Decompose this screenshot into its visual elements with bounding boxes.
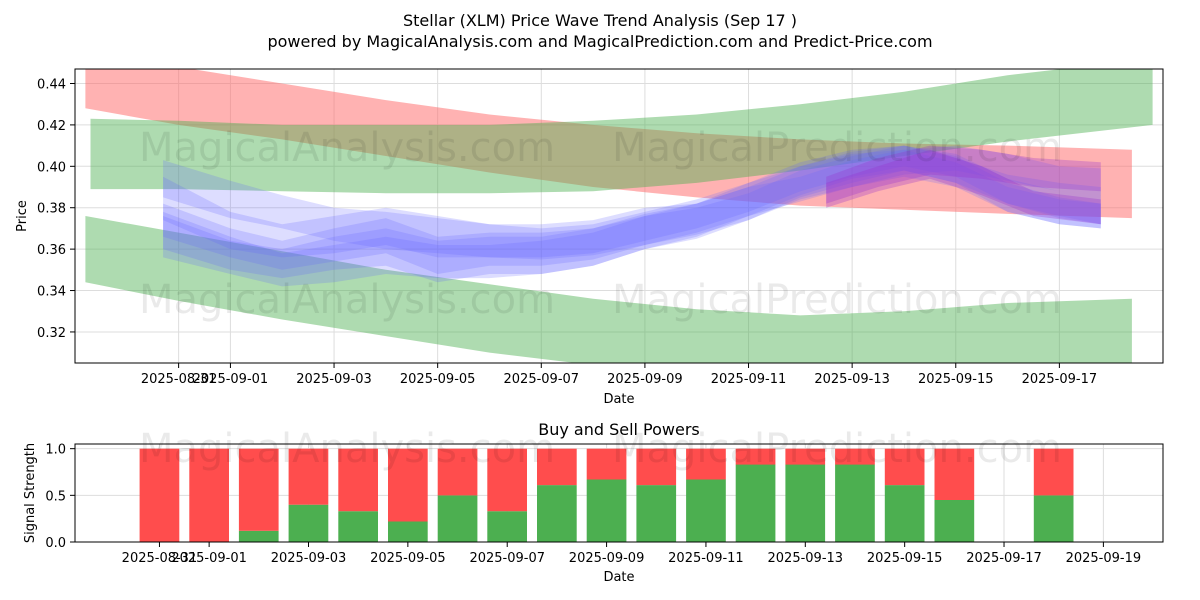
price-x-tick-label: 2025-09-07 — [504, 372, 580, 387]
signal-x-tick-label: 2025-09-15 — [867, 551, 943, 566]
signal-x-axis-label: Date — [603, 570, 634, 585]
signal-y-axis-label: Signal Strength — [23, 443, 38, 543]
sell-bar — [686, 448, 726, 480]
buy-bar — [636, 485, 677, 542]
buy-bar — [487, 511, 527, 542]
sell-bar — [189, 448, 229, 542]
buy-bar — [884, 485, 925, 542]
sell-bar — [288, 448, 329, 505]
watermark-prediction-bottom: MagicalPrediction.com — [612, 277, 1062, 323]
buy-bar — [735, 464, 776, 542]
watermark-prediction-signal: MagicalPrediction.com — [612, 426, 1062, 472]
price-x-tick-label: 2025-09-15 — [918, 372, 994, 387]
price-y-tick-label: 0.44 — [37, 77, 66, 92]
price-y-tick-label: 0.38 — [37, 202, 66, 217]
sell-bar — [388, 448, 428, 522]
blue-wave-2 — [163, 145, 1101, 274]
watermark-prediction-top: MagicalPrediction.com — [612, 125, 1062, 171]
signal-chart-title: Buy and Sell Powers — [538, 420, 700, 439]
sell-bar — [884, 448, 925, 486]
price-x-tick-label: 2025-08-31 — [141, 372, 217, 387]
signal-x-tick-label: 2025-09-03 — [271, 551, 347, 566]
price-x-tick-label: 2025-09-13 — [814, 372, 890, 387]
sell-bar — [238, 448, 279, 531]
sell-bar — [487, 448, 527, 512]
blue-wave-4 — [163, 145, 1101, 258]
buy-bar — [238, 530, 279, 542]
signal-x-tick-label: 2025-09-07 — [469, 551, 545, 566]
watermark-analysis-bottom: MagicalAnalysis.com — [139, 277, 555, 323]
signal-chart: Buy and Sell Powers MagicalAnalysis.com … — [23, 420, 1164, 585]
price-x-tick-label: 2025-09-01 — [193, 372, 269, 387]
price-chart: MagicalAnalysis.com MagicalPrediction.co… — [15, 68, 1164, 407]
price-plot-frame — [74, 68, 1164, 364]
buy-bar — [835, 464, 875, 542]
signal-x-tick-label: 2025-09-13 — [768, 551, 844, 566]
sell-bar — [735, 448, 776, 465]
buy-bar — [785, 464, 826, 542]
buy-bar — [537, 485, 577, 542]
signal-x-tick-label: 2025-09-09 — [569, 551, 645, 566]
price-x-tick-label: 2025-09-09 — [607, 372, 683, 387]
sell-bar — [537, 448, 577, 486]
buy-bar — [586, 479, 627, 542]
figure-subtitle: powered by MagicalAnalysis.com and Magic… — [267, 32, 932, 51]
sell-bar — [636, 448, 677, 486]
buy-bar — [1033, 495, 1074, 542]
price-y-tick-label: 0.32 — [37, 326, 66, 341]
signal-x-tick-label: 2025-09-01 — [171, 551, 247, 566]
blue-wave-5 — [163, 145, 1101, 287]
sell-bar — [586, 448, 627, 480]
price-x-tick-label: 2025-09-05 — [400, 372, 476, 387]
price-x-tick-label: 2025-09-03 — [296, 372, 372, 387]
watermark-analysis-top: MagicalAnalysis.com — [139, 125, 555, 171]
price-x-tick-label: 2025-09-17 — [1022, 372, 1098, 387]
sell-bar — [1033, 448, 1074, 496]
purple-wave-2 — [826, 149, 1101, 225]
price-bands — [85, 69, 1153, 363]
signal-bars — [139, 448, 1074, 542]
green-lower-band — [85, 216, 1132, 363]
red-trend-band — [85, 69, 1132, 219]
signal-plot-frame — [74, 443, 1164, 543]
sell-bar — [785, 448, 826, 465]
blue-wave-3 — [163, 149, 1101, 283]
blue-wave-1 — [163, 145, 1101, 260]
buy-bar — [338, 511, 378, 542]
signal-y-tick-label: 0.5 — [45, 489, 66, 504]
price-x-axis-label: Date — [603, 392, 634, 407]
signal-y-tick-label: 0.0 — [45, 536, 66, 551]
price-y-axis-label: Price — [15, 200, 30, 232]
signal-x-tick-label: 2025-09-17 — [966, 551, 1042, 566]
price-x-tick-label: 2025-09-11 — [711, 372, 787, 387]
buy-bar — [934, 500, 975, 542]
signal-x-tick-label: 2025-08-31 — [122, 551, 198, 566]
price-y-tick-label: 0.40 — [37, 160, 66, 175]
price-y-tick-label: 0.34 — [37, 285, 66, 300]
watermark-analysis-signal: MagicalAnalysis.com — [139, 426, 555, 472]
buy-bar — [288, 504, 329, 542]
buy-bar — [388, 521, 428, 542]
figure-title: Stellar (XLM) Price Wave Trend Analysis … — [403, 11, 797, 30]
purple-wave-1 — [826, 145, 1101, 204]
sell-bar — [338, 448, 378, 512]
buy-bar — [686, 479, 726, 542]
signal-x-tick-label: 2025-09-19 — [1066, 551, 1142, 566]
price-y-tick-label: 0.36 — [37, 243, 66, 258]
price-y-tick-label: 0.42 — [37, 119, 66, 134]
signal-x-tick-label: 2025-09-11 — [668, 551, 744, 566]
green-upper-band — [90, 69, 1153, 194]
signal-x-tick-label: 2025-09-05 — [370, 551, 446, 566]
sell-bar — [437, 448, 478, 496]
sell-bar — [835, 448, 875, 465]
sell-bar — [139, 448, 180, 542]
signal-y-tick-label: 1.0 — [45, 443, 66, 458]
sell-bar — [934, 448, 975, 500]
buy-bar — [437, 495, 478, 542]
